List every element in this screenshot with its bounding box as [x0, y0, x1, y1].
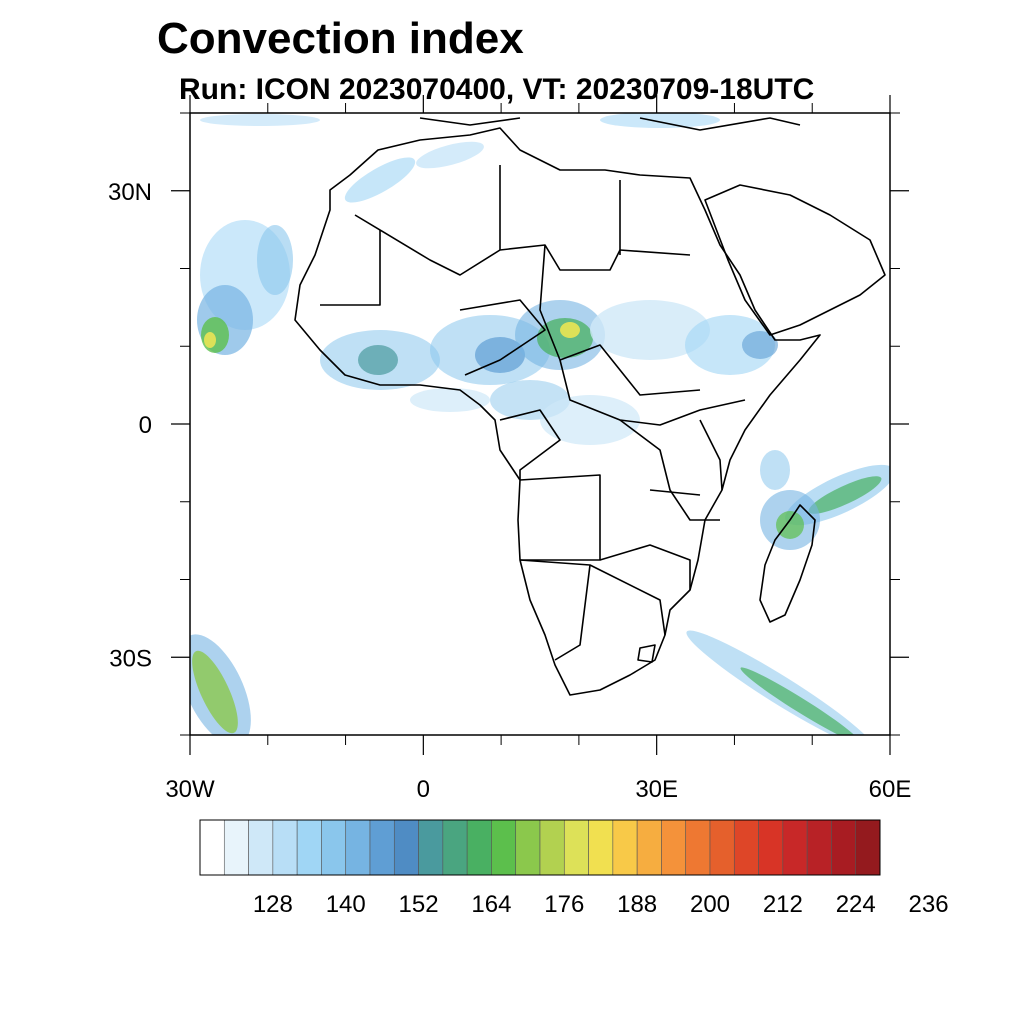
colorbar-swatch: [199, 819, 225, 876]
colorbar-swatch: [272, 819, 298, 876]
coastlines: [294, 117, 886, 696]
colorbar-swatch: [782, 819, 808, 876]
colorbar-swatch: [588, 819, 614, 876]
colorbar-swatch: [758, 819, 784, 876]
colorbar-swatch: [296, 819, 322, 876]
colorbar-swatch: [806, 819, 832, 876]
colorbar-swatch: [466, 819, 492, 876]
colorbar-swatch: [685, 819, 711, 876]
colorbar-swatch: [539, 819, 565, 876]
lon-tick-label: 30E: [635, 776, 678, 803]
colorbar-swatch: [709, 819, 735, 876]
map-frame: [189, 112, 891, 736]
lat-tick-label: 30S: [109, 645, 152, 672]
lat-tick-label: 0: [139, 412, 152, 439]
colorbar-label: 212: [763, 891, 803, 918]
colorbar-swatch: [831, 819, 857, 876]
colorbar-label: 176: [544, 891, 584, 918]
colorbar-label: 152: [399, 891, 439, 918]
colorbar-swatch: [369, 819, 395, 876]
colorbar-swatch: [442, 819, 468, 876]
colorbar-label: 164: [471, 891, 511, 918]
colorbar-swatch: [661, 819, 687, 876]
colorbar-swatch: [248, 819, 274, 876]
convection-field: [190, 113, 890, 735]
lon-tick-label: 0: [417, 776, 430, 803]
colorbar-label: 140: [326, 891, 366, 918]
colorbar-swatch: [636, 819, 662, 876]
colorbar-swatch: [515, 819, 541, 876]
map-subtitle: Run: ICON 2023070400, VT: 20230709-18UTC: [179, 73, 815, 106]
colorbar-swatch: [733, 819, 759, 876]
colorbar-label: 188: [617, 891, 657, 918]
lon-tick-label: 60E: [869, 776, 912, 803]
map-title: Convection index: [157, 14, 524, 63]
colorbar-swatch: [855, 819, 881, 876]
colorbar-swatch: [345, 819, 371, 876]
colorbar: 128 140 152 164 176 188 200 212 224 236: [199, 819, 949, 918]
colorbar-label: 224: [836, 891, 876, 918]
colorbar-swatch: [321, 819, 347, 876]
colorbar-frame: [199, 819, 881, 876]
lat-tick-label: 30N: [108, 179, 152, 206]
colorbar-swatch: [418, 819, 444, 876]
colorbar-swatch: [223, 819, 249, 876]
longitude-ticks: 30W 0 30E 60E: [165, 95, 911, 803]
latitude-ticks: 30N 0 30S: [108, 112, 909, 736]
colorbar-swatch: [563, 819, 589, 876]
colorbar-swatch: [612, 819, 638, 876]
colorbar-swatch: [393, 819, 419, 876]
colorbar-swatch: [491, 819, 517, 876]
lon-tick-label: 30W: [165, 776, 215, 803]
colorbar-label: 236: [909, 891, 949, 918]
colorbar-label: 200: [690, 891, 730, 918]
colorbar-label: 128: [253, 891, 293, 918]
